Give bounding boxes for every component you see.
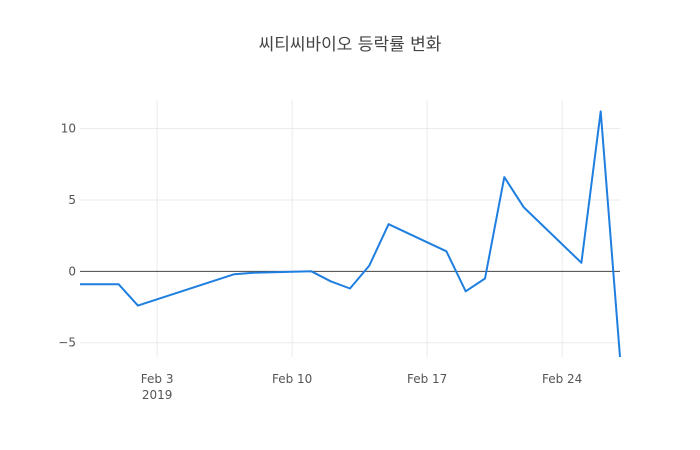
x-tick-label: Feb 10: [272, 372, 312, 386]
series-line: [80, 110, 621, 358]
chart-title: 씨티씨바이오 등락률 변화: [259, 35, 442, 55]
x-tick-label: Feb 24: [542, 372, 582, 386]
x-axis-ticks: Feb 3 2019 Feb 10 Feb 17 Feb 24: [141, 372, 583, 402]
y-tick-label: 5: [68, 193, 76, 207]
series-layer: [80, 110, 621, 358]
y-tick-label: 10: [61, 122, 76, 136]
y-tick-label: −5: [58, 336, 76, 350]
grid-lines: [80, 100, 620, 357]
x-tick-label: Feb 17: [407, 372, 447, 386]
y-axis-ticks: 10 5 0 −5: [58, 122, 76, 350]
x-tick-year-label: 2019: [142, 388, 173, 402]
x-tick-label: Feb 3: [141, 372, 174, 386]
y-tick-label: 0: [68, 264, 76, 278]
